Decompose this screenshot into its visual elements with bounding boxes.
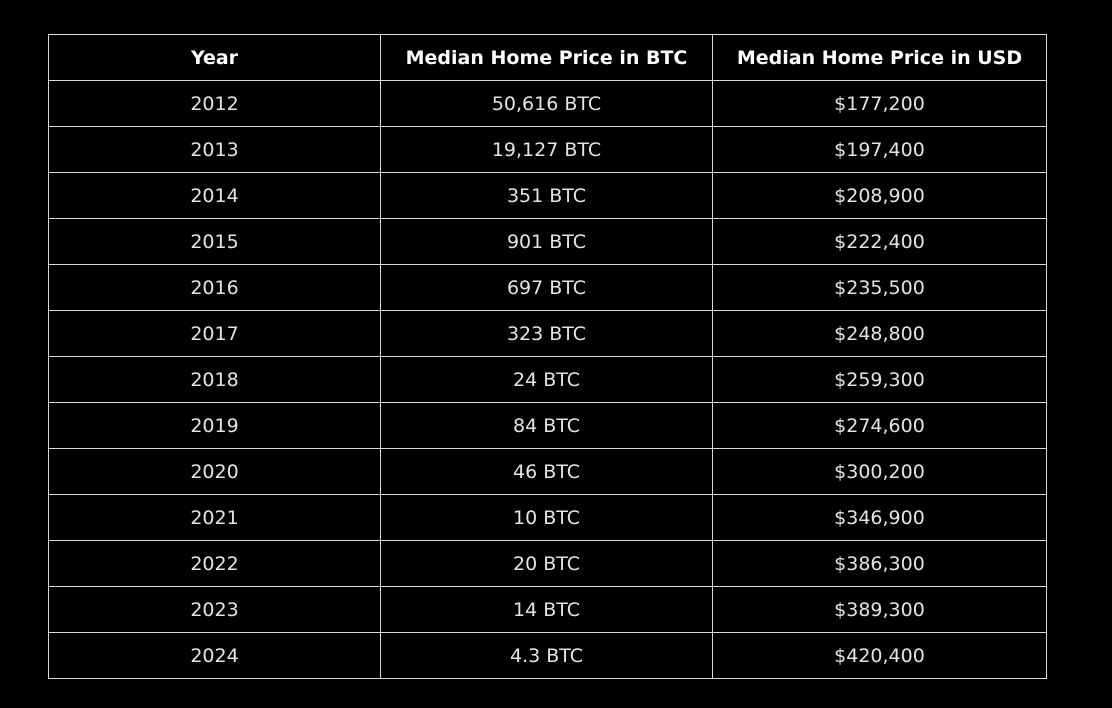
cell-price-usd: $420,400 [712, 632, 1047, 679]
cell-price-btc: 46 BTC [380, 448, 713, 495]
table-row: 2016 697 BTC $235,500 [48, 264, 1047, 311]
table-row: 2014 351 BTC $208,900 [48, 172, 1047, 219]
cell-year: 2022 [48, 540, 381, 587]
cell-price-usd: $346,900 [712, 494, 1047, 541]
cell-year: 2021 [48, 494, 381, 541]
cell-price-usd: $300,200 [712, 448, 1047, 495]
table-row: 2019 84 BTC $274,600 [48, 402, 1047, 449]
cell-year: 2019 [48, 402, 381, 449]
cell-year: 2015 [48, 218, 381, 265]
cell-price-btc: 50,616 BTC [380, 80, 713, 127]
cell-year: 2020 [48, 448, 381, 495]
table-row: 2012 50,616 BTC $177,200 [48, 80, 1047, 127]
cell-price-usd: $389,300 [712, 586, 1047, 633]
header-price-usd: Median Home Price in USD [712, 34, 1047, 81]
cell-price-btc: 19,127 BTC [380, 126, 713, 173]
cell-price-btc: 14 BTC [380, 586, 713, 633]
cell-price-usd: $208,900 [712, 172, 1047, 219]
table-header-row: Year Median Home Price in BTC Median Hom… [48, 34, 1047, 81]
cell-price-usd: $248,800 [712, 310, 1047, 357]
home-price-table: Year Median Home Price in BTC Median Hom… [48, 34, 1047, 679]
table-row: 2013 19,127 BTC $197,400 [48, 126, 1047, 173]
cell-price-btc: 84 BTC [380, 402, 713, 449]
table-row: 2017 323 BTC $248,800 [48, 310, 1047, 357]
cell-price-btc: 901 BTC [380, 218, 713, 265]
cell-price-btc: 697 BTC [380, 264, 713, 311]
cell-year: 2014 [48, 172, 381, 219]
table-row: 2018 24 BTC $259,300 [48, 356, 1047, 403]
cell-price-usd: $386,300 [712, 540, 1047, 587]
header-year: Year [48, 34, 381, 81]
table-row: 2021 10 BTC $346,900 [48, 494, 1047, 541]
table-row: 2015 901 BTC $222,400 [48, 218, 1047, 265]
cell-price-btc: 24 BTC [380, 356, 713, 403]
cell-year: 2013 [48, 126, 381, 173]
cell-year: 2017 [48, 310, 381, 357]
cell-price-usd: $235,500 [712, 264, 1047, 311]
cell-price-btc: 4.3 BTC [380, 632, 713, 679]
cell-price-usd: $274,600 [712, 402, 1047, 449]
cell-price-btc: 351 BTC [380, 172, 713, 219]
cell-price-usd: $197,400 [712, 126, 1047, 173]
cell-price-btc: 323 BTC [380, 310, 713, 357]
cell-price-btc: 10 BTC [380, 494, 713, 541]
table-body: 2012 50,616 BTC $177,200 2013 19,127 BTC $197… [48, 80, 1047, 679]
cell-price-btc: 20 BTC [380, 540, 713, 587]
cell-year: 2024 [48, 632, 381, 679]
table-row: 2022 20 BTC $386,300 [48, 540, 1047, 587]
cell-year: 2016 [48, 264, 381, 311]
table-row: 2024 4.3 BTC $420,400 [48, 632, 1047, 679]
table-row: 2020 46 BTC $300,200 [48, 448, 1047, 495]
table-row: 2023 14 BTC $389,300 [48, 586, 1047, 633]
data-table-container: Year Median Home Price in BTC Median Hom… [48, 34, 1047, 679]
cell-year: 2012 [48, 80, 381, 127]
header-price-btc: Median Home Price in BTC [380, 34, 713, 81]
cell-price-usd: $259,300 [712, 356, 1047, 403]
cell-year: 2023 [48, 586, 381, 633]
cell-price-usd: $177,200 [712, 80, 1047, 127]
cell-price-usd: $222,400 [712, 218, 1047, 265]
cell-year: 2018 [48, 356, 381, 403]
